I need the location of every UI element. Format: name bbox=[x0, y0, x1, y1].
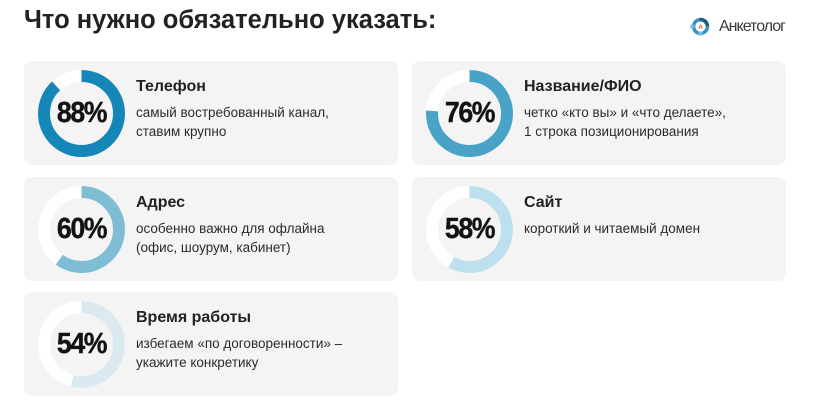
svg-text:A: A bbox=[698, 24, 703, 31]
